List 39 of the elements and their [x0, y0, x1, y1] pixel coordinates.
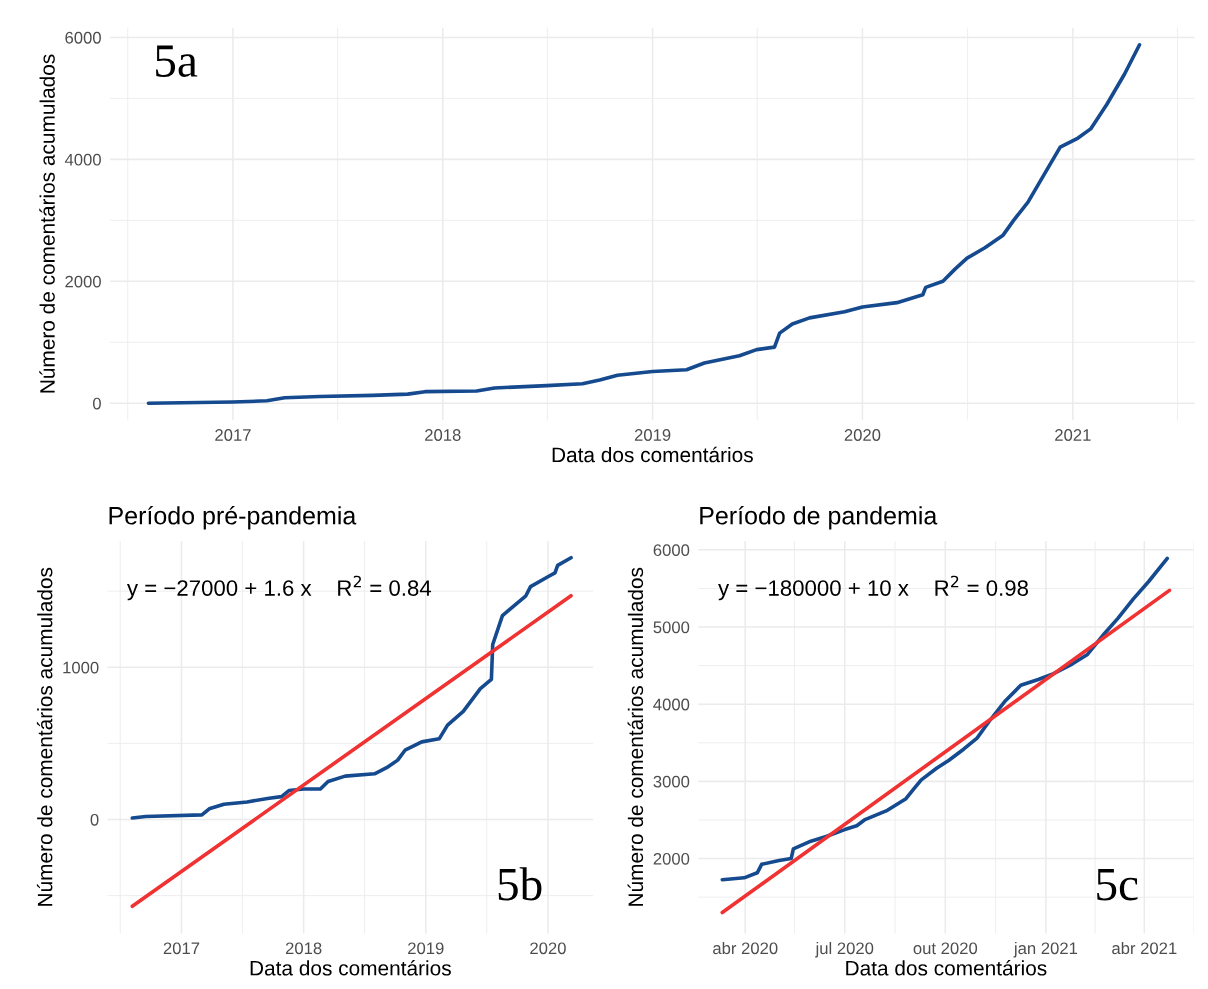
- x-tick-label: abr 2020: [713, 941, 778, 955]
- y-axis-title: Número de comentários acumulados: [36, 567, 53, 906]
- x-axis-title: Data dos comentários: [250, 960, 451, 976]
- y-axis-title: Número de comentários acumulados: [627, 567, 644, 906]
- annotation: 5c: [1097, 869, 1138, 901]
- x-tick-label: 2019: [408, 942, 444, 955]
- y-tick-label: 6000: [65, 31, 101, 44]
- x-tick-label: 2020: [530, 942, 566, 955]
- x-tick-label: 2017: [163, 942, 200, 955]
- y-tick-label: 4000: [64, 153, 101, 166]
- x-tick-label: 2020: [844, 429, 881, 441]
- y-axis-title: Número de comentários acumulados: [39, 54, 55, 393]
- line-series: [146, 42, 1142, 406]
- y-tick-label: 6000: [653, 544, 690, 557]
- chart-title: Período pré-pandemia: [109, 505, 357, 530]
- annotation: y = −27000 + 1.6 x R$^{2}$ = 0.84: [126, 575, 432, 601]
- x-axis-title: Data dos comentários: [552, 446, 753, 463]
- y-tick-label: 0: [92, 397, 101, 410]
- y-tick-label: 4000: [653, 698, 690, 711]
- x-tick-label: 2018: [425, 429, 461, 441]
- y-tick-label: 1000: [63, 661, 99, 674]
- x-axis-title: Data dos comentários: [846, 960, 1047, 976]
- x-tick-label: 2021: [1055, 429, 1091, 441]
- x-tick-label: 2017: [215, 429, 251, 441]
- annotation: y = −180000 + 10 x R$^{2}$ = 0.98: [718, 575, 1028, 601]
- y-tick-label: 2000: [65, 275, 101, 288]
- y-tick-label: 5000: [653, 621, 690, 634]
- x-tick-label: jan 2021: [1013, 941, 1078, 958]
- chart-title: Período de pandemia: [700, 505, 938, 530]
- annotation: 5b: [498, 867, 542, 901]
- y-tick-label: 2000: [653, 852, 690, 865]
- x-tick-label: 2018: [285, 942, 322, 955]
- y-tick-label: 0: [90, 813, 99, 826]
- x-tick-label: 2019: [634, 429, 671, 441]
- x-tick-label: abr 2021: [1112, 941, 1177, 955]
- x-tick-label: jul 2020: [815, 941, 874, 958]
- annotation: 5a: [156, 45, 198, 77]
- x-tick-label: out 2020: [913, 942, 978, 955]
- y-tick-label: 3000: [653, 775, 690, 788]
